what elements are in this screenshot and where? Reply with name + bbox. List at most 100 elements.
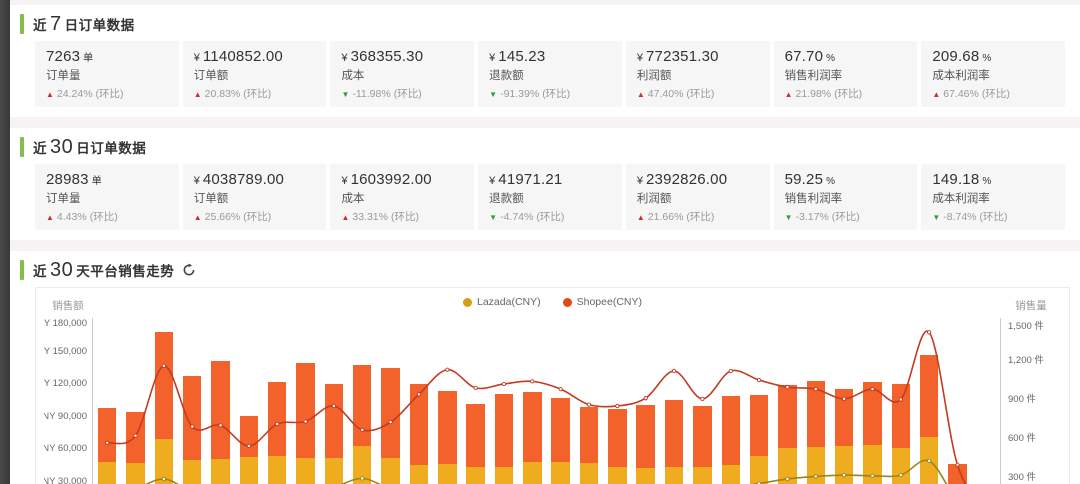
section-7day-orders: 近 7 日订单数据 7263 单订单量 ▲ 24.24% (环比) ¥1140852.00 订单… (10, 5, 1080, 117)
data-point-marker (331, 403, 337, 409)
shopee-bar-segment (523, 391, 542, 463)
stat-change: ▲ 21.66% (环比) (637, 209, 759, 224)
data-point-marker (898, 397, 903, 402)
lazada-bar-segment (324, 457, 344, 484)
bar-slot (518, 318, 546, 484)
lazada-bar-segment (381, 457, 400, 484)
data-point-marker (756, 377, 762, 383)
section-title: 近 7 日订单数据 (33, 13, 135, 36)
shopee-bar-segment (182, 375, 202, 460)
stat-card: 7263 单订单量 ▲ 24.24% (环比) (35, 41, 179, 107)
data-point-marker (133, 433, 138, 438)
stat-value-row: 209.68% (932, 48, 1054, 65)
stat-label: 订单额 (193, 70, 229, 82)
section-30day-orders: 近 30 日订单数据 28983 单订单量 ▲ 4.43% (环比) ¥4038789.00 订… (10, 128, 1080, 240)
change-note: (环比) (95, 88, 124, 100)
title-number: 30 (50, 135, 74, 158)
stat-value-row: 149.18% (932, 171, 1054, 188)
data-point-marker (615, 403, 620, 409)
lazada-bar-segment (863, 444, 882, 484)
stat-card: ¥368355.30 成本 ▼ -11.98% (环比) (330, 41, 475, 107)
lazada-bar-segment (438, 464, 457, 484)
data-point-marker (671, 368, 677, 374)
data-point-marker (870, 386, 875, 392)
stat-unit: 单 (83, 53, 94, 64)
line-series (105, 330, 1000, 484)
shopee-bar-segment (409, 384, 429, 466)
shopee-bar-segment (438, 390, 457, 465)
data-point-marker (870, 473, 875, 478)
stat-value: 1603992.00 (350, 171, 432, 188)
lazada-bar-segment (664, 466, 684, 484)
bar-slot (887, 318, 915, 484)
legend-item[interactable]: Shopee(CNY) (562, 296, 642, 308)
shopee-bar-segment (268, 382, 287, 456)
change-note: (环比) (243, 211, 272, 223)
stat-value-row: ¥41971.21 (489, 171, 611, 188)
stat-value-row: ¥4038789.00 (194, 171, 316, 188)
change-percent: 21.66% (647, 211, 684, 223)
change-note: (环比) (390, 211, 419, 223)
data-point-marker (586, 402, 592, 407)
stat-value: 209.68 (932, 48, 980, 65)
data-point-marker (161, 476, 166, 482)
shopee-bar-segment (863, 382, 882, 445)
stat-value-row: ¥2392826.00 (637, 171, 759, 188)
trend-down-icon: ▼ (489, 90, 498, 99)
change-note: (环比) (981, 88, 1010, 100)
legend-label: Lazada(CNY) (477, 296, 541, 308)
shopee-bar-segment (721, 396, 740, 466)
currency-symbol: ¥ (636, 52, 643, 64)
trend-up-icon: ▲ (46, 90, 54, 99)
stat-value: 4038789.00 (202, 171, 285, 188)
left-axis-ticks: CNY 180,000 CNY 150,000 CNY 120,000 CNY 90,… (44, 318, 92, 484)
data-point-marker (813, 386, 818, 392)
lazada-bar-segment (693, 466, 712, 484)
section-header: 近 7 日订单数据 (20, 11, 1080, 37)
dashboard-page: 近 7 日订单数据 7263 单订单量 ▲ 24.24% (环比) ¥1140852.00 订单… (10, 0, 1080, 484)
left-axis-title: 销售额 (52, 299, 84, 312)
lazada-bar-segment (353, 445, 372, 484)
data-point-marker (388, 419, 393, 425)
stat-card: 67.70% 销售利润率 ▲ 21.98% (环比) (773, 41, 918, 107)
currency-symbol: ¥ (341, 52, 348, 64)
trend-down-icon: ▼ (932, 213, 941, 222)
stat-card: ¥145.23 退款额 ▼ -91.39% (环比) (478, 41, 622, 107)
stat-value: 368355.30 (350, 48, 424, 65)
separator-band (10, 117, 1080, 128)
change-percent: -91.39% (500, 88, 540, 100)
title-suffix: 日订单数据 (76, 140, 147, 156)
refresh-icon[interactable] (182, 263, 196, 277)
data-point-marker (841, 396, 847, 401)
stat-label: 成本利润率 (932, 70, 990, 82)
change-percent: 25.66% (204, 211, 241, 223)
currency-symbol: ¥ (193, 52, 200, 64)
section-accent-bar (20, 137, 24, 157)
bar-slot (688, 318, 716, 484)
bar-series (93, 318, 1000, 484)
data-point-marker (785, 476, 790, 482)
stat-change: ▼ -8.74% (环比) (932, 209, 1054, 224)
stat-label: 成本利润率 (932, 193, 990, 205)
data-point-marker (700, 396, 705, 401)
change-note: (环比) (542, 88, 571, 100)
title-prefix: 近 (33, 263, 47, 279)
title-suffix: 天平台销售走势 (76, 263, 175, 279)
axis-tick-label: 600 件 (1008, 433, 1036, 444)
trend-up-icon: ▲ (636, 213, 645, 222)
data-point-marker (416, 392, 422, 397)
trend-up-icon: ▲ (784, 90, 793, 99)
lazada-bar-segment (154, 439, 174, 484)
legend-item[interactable]: Lazada(CNY) (463, 296, 541, 308)
change-note: (环比) (834, 88, 863, 100)
lazada-bar-segment (523, 462, 542, 484)
stat-unit: % (982, 176, 992, 187)
stat-change: ▲ 20.83% (环比) (194, 86, 316, 101)
shopee-bar-segment (664, 400, 684, 467)
stat-label: 销售利润率 (784, 193, 843, 205)
stat-card: 149.18% 成本利润率 ▼ -8.74% (环比) (921, 164, 1066, 230)
data-point-marker (190, 424, 195, 429)
stat-change: ▼ -11.98% (环比) (341, 86, 463, 101)
stat-label: 销售利润率 (784, 70, 843, 82)
lazada-bar-segment (211, 458, 230, 484)
